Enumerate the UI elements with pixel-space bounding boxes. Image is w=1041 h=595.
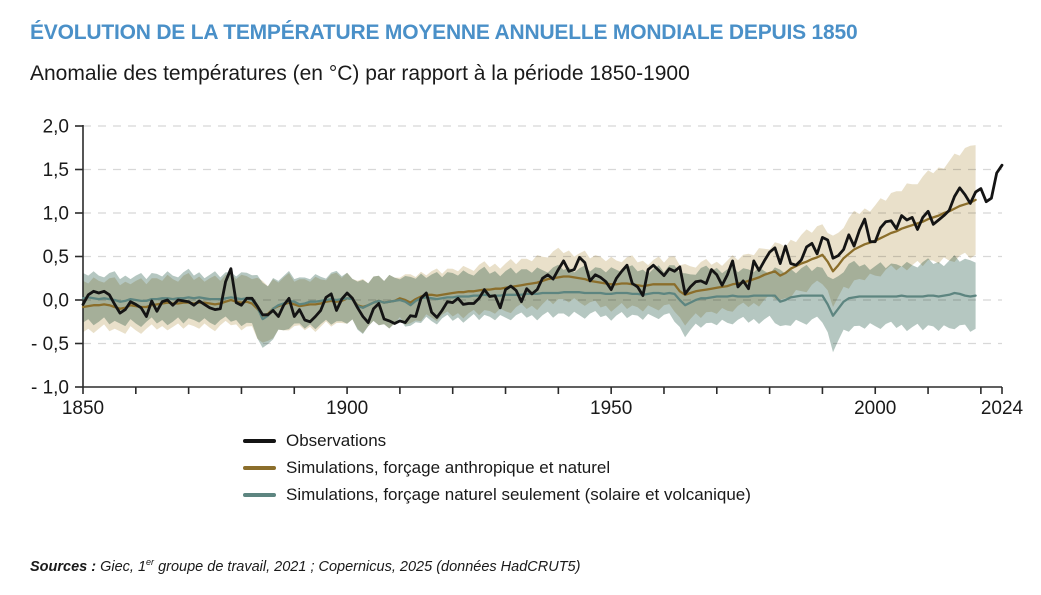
y-tick-label: - 0,5 — [31, 334, 69, 355]
x-tick-label: 1850 — [62, 398, 104, 419]
page-title: ÉVOLUTION DE LA TEMPÉRATURE MOYENNE ANNU… — [30, 21, 858, 44]
line-observations — [81, 163, 1004, 325]
page-subtitle: Anomalie des températures (en °C) par ra… — [30, 62, 690, 85]
chart-legend: Observations Simulations, forçage anthro… — [243, 431, 751, 505]
legend-swatch-observations — [243, 439, 276, 443]
y-tick-label: 1,0 — [43, 203, 69, 224]
legend-label-anthropogenic: Simulations, forçage anthropique et natu… — [286, 458, 611, 477]
x-tick-label: 2000 — [854, 398, 896, 419]
x-tick-label: 1900 — [326, 398, 368, 419]
y-tick-label: - 1,0 — [31, 377, 69, 398]
legend-item-observations: Observations — [243, 431, 751, 451]
line-natural — [81, 291, 977, 321]
line-anthropogenic — [81, 198, 977, 317]
x-tick-label: 1950 — [590, 398, 632, 419]
legend-label-observations: Observations — [286, 431, 387, 450]
x-tick-label: 2024 — [981, 398, 1024, 419]
legend-swatch-anthropogenic — [243, 466, 276, 470]
sources-superscript: er — [146, 557, 155, 567]
sources-text-2: groupe de travail, 2021 ; Copernicus, 20… — [154, 558, 581, 575]
y-tick-label: 0,5 — [43, 247, 69, 268]
y-tick-label: 1,5 — [43, 160, 69, 181]
y-tick-label: 0,0 — [43, 290, 69, 311]
y-tick-label: 2,0 — [43, 116, 69, 137]
legend-item-anthropogenic: Simulations, forçage anthropique et natu… — [243, 458, 751, 478]
legend-item-natural: Simulations, forçage naturel seulement (… — [243, 485, 751, 505]
legend-label-natural: Simulations, forçage naturel seulement (… — [286, 485, 751, 504]
sources-text-1: Giec, 1 — [100, 558, 147, 575]
legend-swatch-natural — [243, 493, 276, 497]
sources-label: Sources : — [30, 558, 101, 575]
sources-line: Sources : Giec, 1er groupe de travail, 2… — [30, 557, 580, 575]
